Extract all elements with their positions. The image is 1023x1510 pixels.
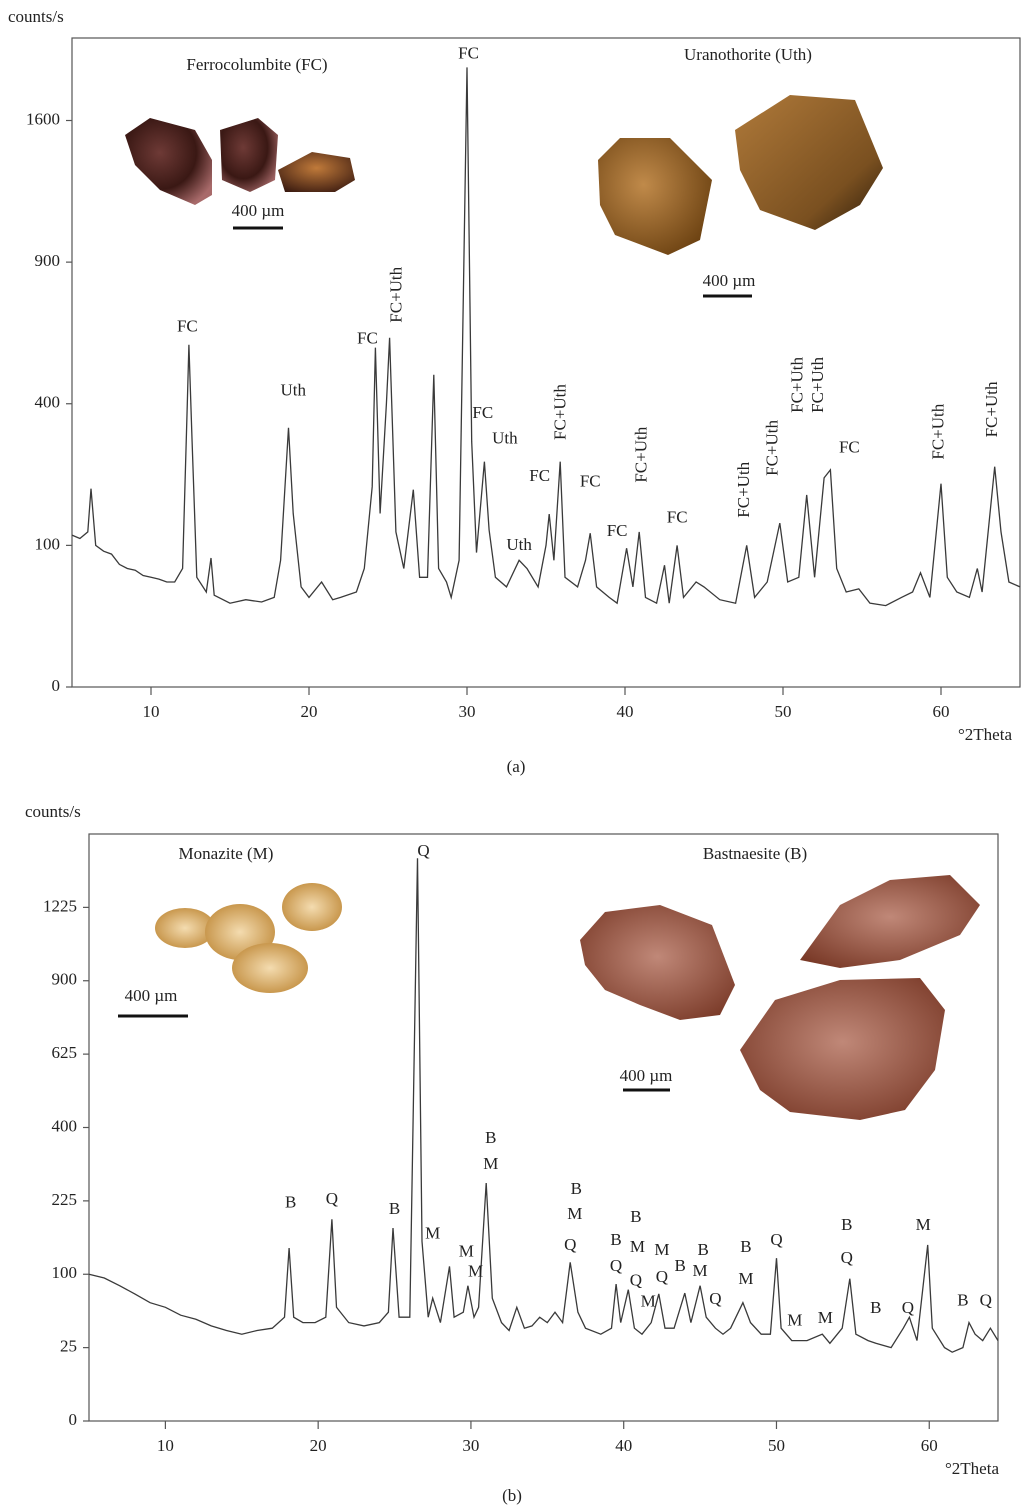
peak-label: Q: [326, 1189, 338, 1208]
figure: Ferrocolumbite (FC) 400 µm Uranothorite …: [0, 0, 1023, 1510]
caption: (a): [507, 757, 526, 776]
x-tick-label: 40: [615, 1436, 632, 1455]
peak-label: FC+Uth: [982, 381, 1001, 437]
peak-label: Q: [841, 1248, 853, 1267]
caption: (b): [502, 1486, 522, 1505]
peak-label: M: [738, 1269, 753, 1288]
scale-label: 400 µm: [620, 1066, 673, 1085]
peak-label: M: [425, 1224, 440, 1243]
peak-label: M: [818, 1308, 833, 1327]
scale-label: 400 µm: [703, 271, 756, 290]
peak-label: FC+Uth: [762, 419, 781, 475]
y-tick-label: 900: [52, 970, 78, 989]
x-tick-label: 60: [921, 1436, 938, 1455]
peak-label: FC+Uth: [928, 403, 947, 459]
peak-label: B: [957, 1291, 968, 1310]
peak-label: FC+Uth: [808, 356, 827, 412]
x-tick-label: 10: [143, 702, 160, 721]
peak-label: Uth: [506, 535, 532, 554]
peak-label: FC+Uth: [386, 266, 405, 322]
peak-label: B: [841, 1215, 852, 1234]
y-tick-label: 400: [52, 1116, 78, 1135]
x-tick-label: 30: [462, 1436, 479, 1455]
peak-label: M: [567, 1204, 582, 1223]
peak-label: Q: [610, 1256, 622, 1275]
y-tick-label: 25: [60, 1337, 77, 1356]
peak-label: M: [641, 1292, 656, 1311]
peak-label: FC: [607, 521, 628, 540]
peak-label: B: [389, 1199, 400, 1218]
inset-title: Ferrocolumbite (FC): [186, 55, 327, 74]
peak-label: Q: [656, 1267, 668, 1286]
peak-label: FC+Uth: [631, 426, 650, 482]
peak-label: M: [459, 1241, 474, 1260]
mineral-photo: [125, 95, 980, 1120]
peak-label: Q: [902, 1298, 914, 1317]
peak-label: B: [285, 1193, 296, 1212]
x-axis-label: °2Theta: [958, 725, 1012, 744]
peak-label: B: [697, 1240, 708, 1259]
y-axis-label: counts/s: [25, 802, 81, 821]
inset-title: Uranothorite (Uth): [684, 45, 812, 64]
x-axis-label: °2Theta: [945, 1459, 999, 1478]
y-tick-label: 100: [52, 1263, 78, 1282]
spectrum-line: [72, 67, 1020, 605]
peak-label: M: [468, 1262, 483, 1281]
peak-label: FC: [357, 329, 378, 348]
peak-label: B: [740, 1237, 751, 1256]
x-tick-label: 10: [157, 1436, 174, 1455]
y-tick-label: 0: [52, 676, 61, 695]
x-tick-label: 20: [301, 702, 318, 721]
peak-label: M: [787, 1310, 802, 1329]
peak-label: B: [485, 1128, 496, 1147]
peak-label: M: [483, 1154, 498, 1173]
peak-label: Q: [630, 1271, 642, 1290]
peak-label: M: [916, 1215, 931, 1234]
x-tick-label: 60: [933, 702, 950, 721]
y-tick-label: 900: [35, 251, 61, 270]
y-tick-label: 100: [35, 534, 61, 553]
y-tick-label: 625: [52, 1043, 78, 1062]
peak-label: Uth: [492, 429, 518, 448]
peak-label: M: [654, 1240, 669, 1259]
y-axis-label: counts/s: [8, 7, 64, 26]
y-tick-label: 0: [69, 1410, 78, 1429]
peak-label: FC: [839, 438, 860, 457]
peak-label: FC: [667, 508, 688, 527]
peak-label: Q: [709, 1289, 721, 1308]
scale-label: 400 µm: [125, 986, 178, 1005]
y-tick-label: 1225: [43, 896, 77, 915]
peak-label: Q: [770, 1230, 782, 1249]
peak-label: FC: [177, 317, 198, 336]
x-tick-label: 50: [775, 702, 792, 721]
peak-label: Q: [417, 841, 429, 860]
peak-label: M: [630, 1237, 645, 1256]
x-tick-label: 30: [459, 702, 476, 721]
y-tick-label: 1600: [26, 109, 60, 128]
peak-label: FC+Uth: [734, 461, 753, 517]
x-tick-label: 40: [617, 702, 634, 721]
peak-label: B: [870, 1298, 881, 1317]
peak-label: FC: [580, 472, 601, 491]
peak-label: Q: [564, 1235, 576, 1254]
peak-label: Uth: [280, 381, 306, 400]
peak-label: M: [693, 1261, 708, 1280]
peak-label: FC+Uth: [788, 356, 807, 412]
peak-label: Q: [980, 1291, 992, 1310]
y-tick-label: 400: [35, 393, 61, 412]
scale-label: 400 µm: [232, 201, 285, 220]
peak-label: B: [675, 1256, 686, 1275]
peak-label: FC: [458, 43, 479, 62]
y-tick-label: 225: [52, 1190, 78, 1209]
peak-label: B: [630, 1207, 641, 1226]
peak-label: B: [571, 1179, 582, 1198]
inset-title: Bastnaesite (B): [703, 844, 807, 863]
peak-label: FC: [472, 403, 493, 422]
x-tick-label: 50: [768, 1436, 785, 1455]
peak-label: FC+Uth: [551, 384, 570, 440]
x-tick-label: 20: [310, 1436, 327, 1455]
inset-title: Monazite (M): [179, 844, 274, 863]
peak-label: FC: [529, 466, 550, 485]
peak-label: B: [610, 1230, 621, 1249]
